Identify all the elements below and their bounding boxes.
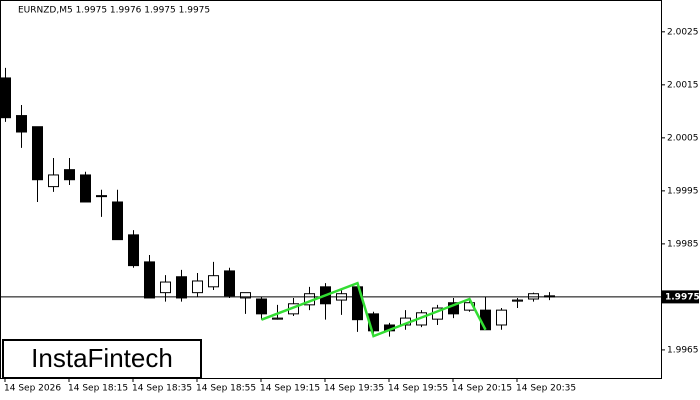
candle-body <box>112 201 123 241</box>
plot-frame <box>0 0 662 379</box>
last-price-label: 1.9975 <box>665 292 700 302</box>
candle-body <box>480 309 491 331</box>
candle-body <box>32 126 43 181</box>
logo: InstaFintech <box>31 343 173 373</box>
pattern-line <box>261 281 487 338</box>
logo-box <box>2 339 202 379</box>
y-tick-label: 2.0015 <box>667 80 699 90</box>
last-price-tag <box>662 290 699 304</box>
candle-body <box>144 261 155 299</box>
y-tick-label: 1.9985 <box>667 239 699 249</box>
x-tick-label: 14 Sep 19:15 <box>260 384 320 394</box>
y-tick-label: 1.9995 <box>667 186 699 196</box>
candle-body <box>256 298 267 315</box>
y-tick-label: 1.9965 <box>667 345 699 355</box>
candle-body <box>16 115 27 133</box>
candle-body <box>96 195 107 198</box>
candle-body <box>160 281 171 294</box>
candle-body <box>272 317 283 320</box>
x-tick-label: 14 Sep 2026 <box>4 384 61 394</box>
y-tick-label: 2.0005 <box>667 133 699 143</box>
x-tick-label: 14 Sep 20:15 <box>452 384 512 394</box>
x-tick-label: 14 Sep 18:35 <box>132 384 192 394</box>
candle-body <box>496 309 507 326</box>
candle-body <box>80 174 91 203</box>
candle-body <box>512 299 523 302</box>
x-tick-label: 14 Sep 18:55 <box>196 384 256 394</box>
candle-body <box>224 270 235 297</box>
candle-body <box>192 280 203 294</box>
candle-body <box>176 276 187 299</box>
candle-body <box>0 77 11 119</box>
y-tick-label: 2.0025 <box>667 27 699 37</box>
x-tick-label: 14 Sep 20:35 <box>516 384 576 394</box>
candle-body <box>240 292 251 299</box>
candle-body <box>528 293 539 300</box>
x-tick-label: 14 Sep 18:15 <box>68 384 128 394</box>
candle-body <box>208 275 219 288</box>
candle-body <box>48 174 59 188</box>
x-tick-label: 14 Sep 19:35 <box>324 384 384 394</box>
candle-body <box>64 169 75 181</box>
x-tick-label: 14 Sep 19:55 <box>388 384 448 394</box>
chart-title: EURNZD,M5 1.9975 1.9976 1.9975 1.9975 <box>18 6 210 16</box>
candle-body <box>128 234 139 267</box>
